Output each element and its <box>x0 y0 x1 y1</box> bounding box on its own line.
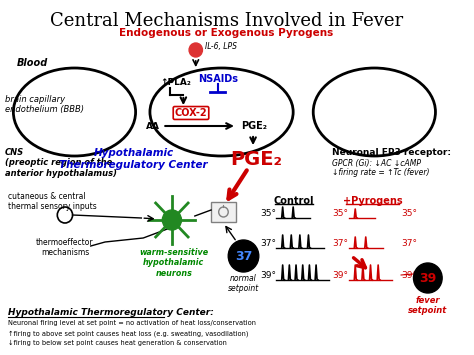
Text: Control: Control <box>274 196 314 206</box>
Text: PGE₂: PGE₂ <box>230 150 282 169</box>
Text: ↑firing to above set point causes heat loss (e.g. sweating, vasodilation): ↑firing to above set point causes heat l… <box>8 330 248 337</box>
Text: ↓firing rate = ↑Tc (fever): ↓firing rate = ↑Tc (fever) <box>332 168 430 177</box>
Text: 37°: 37° <box>260 239 276 247</box>
Text: 39°: 39° <box>401 271 417 279</box>
Text: 37: 37 <box>235 250 252 262</box>
Text: CNS
(preoptic region of the
anterior hypothalamus): CNS (preoptic region of the anterior hyp… <box>5 148 117 178</box>
Text: 39°: 39° <box>333 271 348 279</box>
Circle shape <box>162 210 182 230</box>
Text: warm-sensitive
hypothalamic
neurons: warm-sensitive hypothalamic neurons <box>139 248 209 278</box>
Text: 37°: 37° <box>401 239 417 247</box>
Circle shape <box>189 43 202 57</box>
Text: 39: 39 <box>419 272 437 284</box>
Text: 39°: 39° <box>260 271 276 279</box>
Text: 37°: 37° <box>333 239 348 247</box>
Text: Blood: Blood <box>17 58 48 68</box>
Circle shape <box>413 263 442 293</box>
Text: Central Mechanisms Involved in Fever: Central Mechanisms Involved in Fever <box>50 12 403 30</box>
Text: Neuronal firing level at set point = no activation of heat loss/conservation: Neuronal firing level at set point = no … <box>8 320 255 326</box>
Text: normal
setpoint: normal setpoint <box>228 274 259 293</box>
Text: PGE₂: PGE₂ <box>241 121 267 131</box>
Text: 35°: 35° <box>401 208 417 218</box>
Text: cutaneous & central
thermal sensory inputs: cutaneous & central thermal sensory inpu… <box>8 192 96 211</box>
Text: 35°: 35° <box>333 208 348 218</box>
Text: Endogenous or Exogenous Pyrogens: Endogenous or Exogenous Pyrogens <box>119 28 333 38</box>
Text: Hypothalamic
Thermoregulatory Center: Hypothalamic Thermoregulatory Center <box>59 148 208 170</box>
Text: Neuronal EP3 receptor:: Neuronal EP3 receptor: <box>332 148 451 157</box>
Text: GPCR (Gi): ↓AC ↓cAMP: GPCR (Gi): ↓AC ↓cAMP <box>332 159 421 168</box>
Text: COX-2: COX-2 <box>175 108 207 118</box>
Text: NSAIDs: NSAIDs <box>198 74 238 84</box>
Text: 35°: 35° <box>260 208 276 218</box>
Text: Hypothalamic Thermoregulatory Center:: Hypothalamic Thermoregulatory Center: <box>8 308 213 317</box>
FancyBboxPatch shape <box>211 202 236 222</box>
Text: ↓firing to below set point causes heat generation & conservation: ↓firing to below set point causes heat g… <box>8 340 227 346</box>
Text: AA: AA <box>146 122 160 131</box>
Text: brain capillary
endothelium (BBB): brain capillary endothelium (BBB) <box>5 95 84 114</box>
Text: IL-6, LPS: IL-6, LPS <box>205 43 237 51</box>
Text: fever
setpoint: fever setpoint <box>408 296 447 315</box>
Text: +Pyrogens: +Pyrogens <box>343 196 402 206</box>
Text: thermoeffector
mechanisms: thermoeffector mechanisms <box>36 238 94 257</box>
Circle shape <box>228 240 259 272</box>
Text: ↑PLA₂: ↑PLA₂ <box>160 78 191 87</box>
